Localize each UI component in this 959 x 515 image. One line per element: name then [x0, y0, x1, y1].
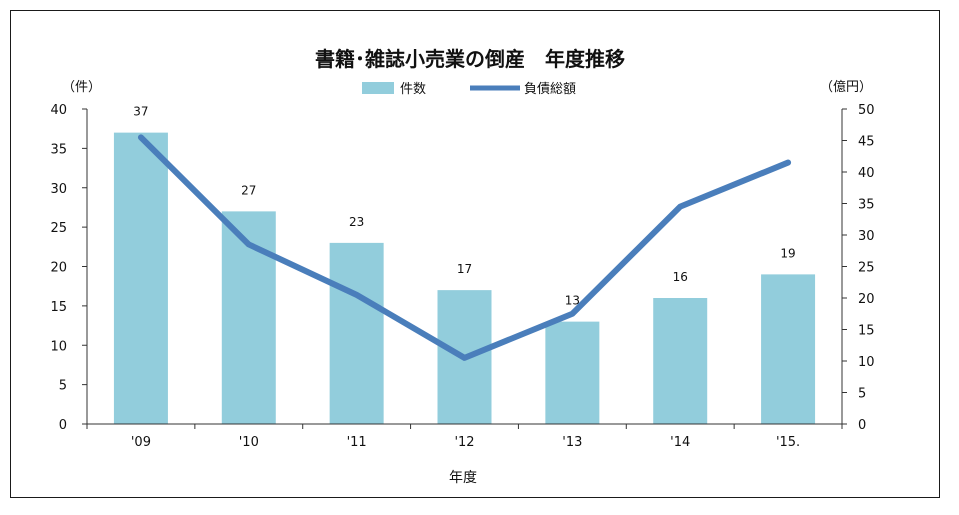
- x-tick-label-5: '14: [670, 435, 690, 450]
- bar-4: [545, 321, 600, 424]
- bar-6: [761, 274, 816, 424]
- left-axis-unit: （件）: [62, 80, 101, 95]
- legend-bar-swatch: [362, 82, 394, 94]
- x-tick-label-4: '13: [562, 435, 582, 450]
- legend-bar-label: 件数: [400, 82, 426, 97]
- bar-2: [329, 242, 384, 424]
- left-tick-label-1: 5: [59, 379, 67, 394]
- right-tick-label-6: 30: [858, 229, 875, 244]
- bar-value-label-3: 17: [457, 262, 472, 276]
- left-tick-label-0: 0: [59, 418, 67, 433]
- right-tick-label-10: 50: [858, 103, 875, 118]
- right-tick-label-7: 35: [858, 198, 875, 213]
- bar-value-label-0: 37: [133, 105, 148, 119]
- left-tick-label-8: 40: [50, 103, 67, 118]
- right-tick-label-3: 15: [858, 324, 875, 339]
- bar-value-label-5: 16: [673, 270, 688, 284]
- x-axis-title: 年度: [449, 470, 477, 486]
- bars-layer: [113, 132, 816, 424]
- bar-value-label-2: 23: [349, 215, 364, 229]
- legend: 件数 負債総額: [362, 82, 576, 97]
- bar-value-label-4: 13: [565, 294, 580, 308]
- x-tick-label-0: '09: [131, 435, 151, 450]
- right-tick-label-0: 0: [858, 418, 866, 433]
- chart-title: 書籍･雑誌小売業の倒産 年度推移: [315, 47, 625, 71]
- right-axis-unit: （億円）: [820, 79, 872, 95]
- x-tick-label-1: '10: [239, 435, 259, 450]
- left-tick-label-7: 35: [50, 142, 67, 157]
- x-tick-label-6: '15.: [776, 435, 800, 450]
- x-tick-label-3: '12: [454, 435, 474, 450]
- left-tick-label-6: 30: [50, 182, 67, 197]
- right-tick-label-1: 5: [858, 387, 866, 402]
- bar-labels-layer: 37 27 23 17 13 16 19: [133, 105, 795, 308]
- bar-0: [113, 132, 168, 424]
- left-tick-label-2: 10: [50, 339, 67, 354]
- axes-layer: 0 5 10 15 20 25 30 35 40 0 5 10 15 20 25 30 35 40 45 50 '09 '…: [50, 103, 874, 450]
- left-tick-label-3: 15: [50, 300, 67, 315]
- bar-value-label-1: 27: [241, 183, 256, 197]
- left-tick-label-5: 25: [50, 221, 67, 236]
- right-tick-label-4: 20: [858, 292, 875, 307]
- right-tick-label-2: 10: [858, 355, 875, 370]
- legend-line-label: 負債総額: [524, 82, 576, 97]
- bar-5: [653, 298, 708, 424]
- right-tick-label-8: 40: [858, 166, 875, 181]
- right-tick-label-5: 25: [858, 261, 875, 276]
- right-tick-label-9: 45: [858, 135, 875, 150]
- x-tick-label-2: '11: [347, 435, 367, 450]
- bar-value-label-6: 19: [780, 246, 795, 260]
- line-layer: [137, 134, 792, 361]
- left-tick-label-4: 20: [50, 261, 67, 276]
